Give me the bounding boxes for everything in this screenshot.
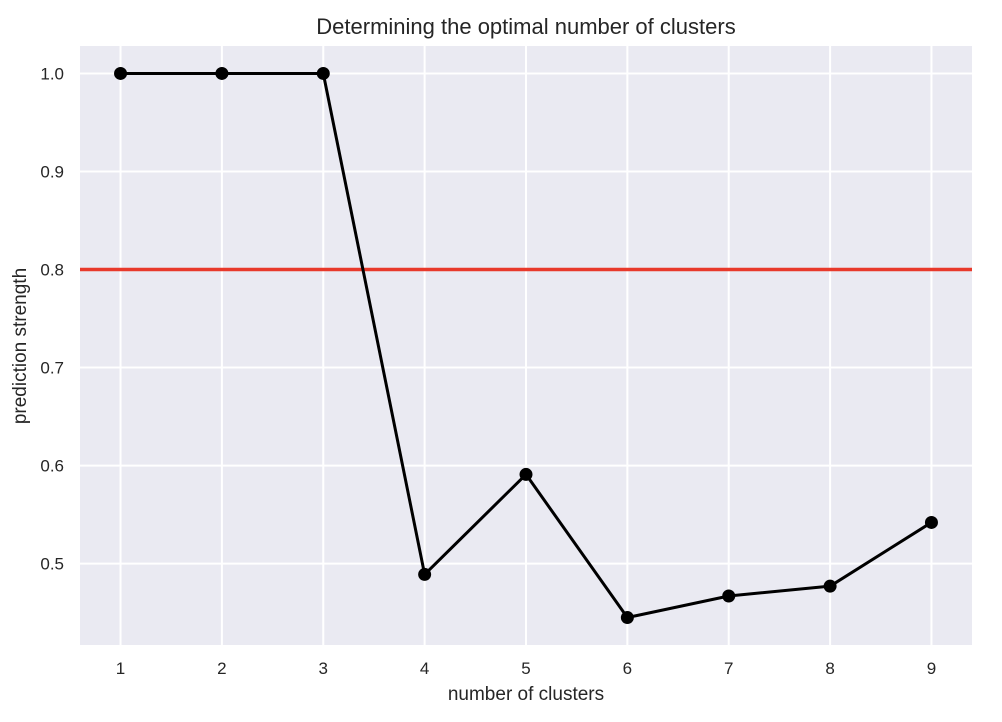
y-axis-label: prediction strength <box>10 268 31 424</box>
data-point-marker <box>418 567 432 581</box>
x-tick-label: 3 <box>319 659 328 678</box>
x-axis-ticks: 1 2 3 4 5 6 7 8 9 <box>116 659 936 678</box>
x-tick-label: 4 <box>420 659 429 678</box>
data-point-marker <box>215 66 229 80</box>
x-tick-label: 7 <box>724 659 733 678</box>
data-point-marker <box>722 589 736 603</box>
data-point-marker <box>519 467 533 481</box>
data-point-marker <box>823 579 837 593</box>
y-tick-label: 0.9 <box>40 162 64 181</box>
data-point-marker <box>114 66 128 80</box>
x-tick-label: 6 <box>623 659 632 678</box>
y-tick-label: 0.6 <box>40 457 64 476</box>
y-tick-label: 1.0 <box>40 64 64 83</box>
data-point-marker <box>316 66 330 80</box>
data-point-marker <box>924 515 938 529</box>
x-axis-label: number of clusters <box>448 684 604 705</box>
x-tick-label: 2 <box>217 659 226 678</box>
y-axis-ticks: 0.5 0.6 0.7 0.8 0.9 1.0 <box>40 64 64 573</box>
data-point-marker <box>620 611 634 625</box>
y-tick-label: 0.5 <box>40 555 64 574</box>
x-tick-label: 1 <box>116 659 125 678</box>
y-tick-label: 0.8 <box>40 261 64 280</box>
x-tick-label: 9 <box>927 659 936 678</box>
y-tick-label: 0.7 <box>40 359 64 378</box>
grid-lines <box>80 46 972 645</box>
data-series <box>114 66 938 625</box>
chart-title: Determining the optimal number of cluste… <box>316 14 735 39</box>
x-tick-label: 8 <box>825 659 834 678</box>
x-tick-label: 5 <box>521 659 530 678</box>
